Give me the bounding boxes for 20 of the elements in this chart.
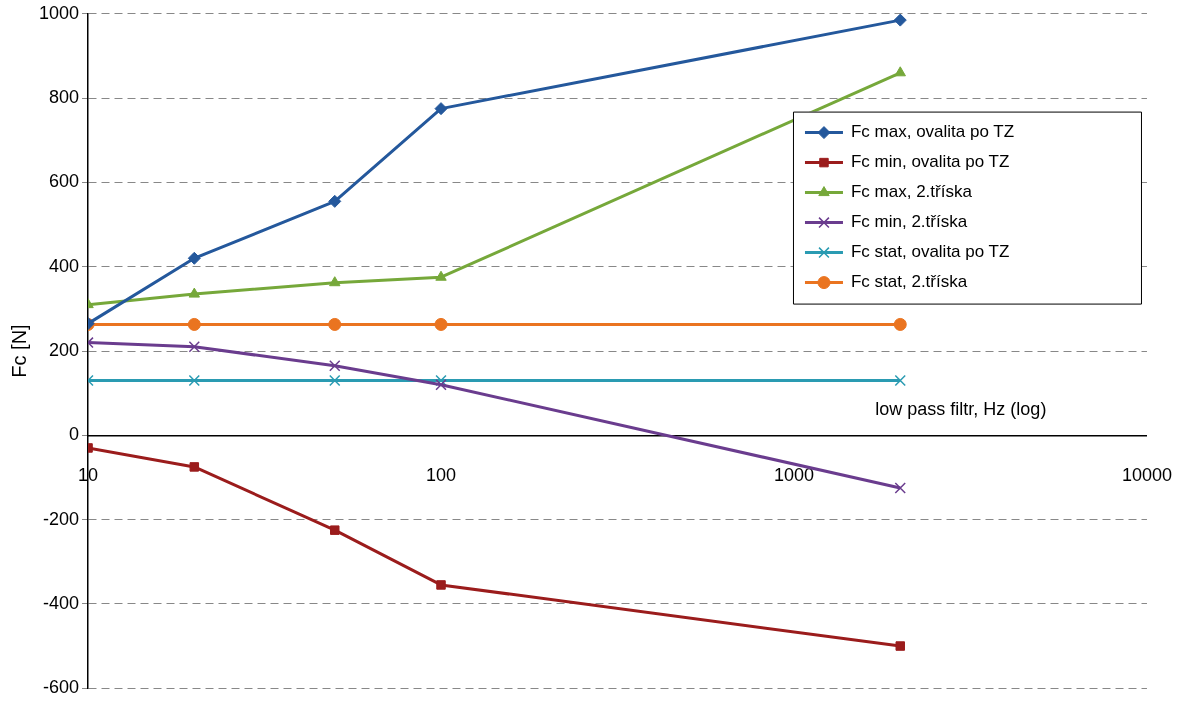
y-tick-label: 200 bbox=[49, 339, 80, 360]
x-axis-title: low pass filtr, Hz (log) bbox=[875, 399, 1047, 420]
y-tick-label: 800 bbox=[49, 87, 80, 108]
legend-label: Fc min, ovalita po TZ bbox=[850, 152, 1010, 172]
legend-label: Fc min, 2.tříska bbox=[850, 212, 968, 232]
y-tick-label: 400 bbox=[49, 255, 80, 276]
x-tick-label: 100 bbox=[426, 465, 457, 486]
y-tick-label: -400 bbox=[43, 592, 80, 613]
y-tick-label: -200 bbox=[43, 508, 80, 529]
legend-label: Fc stat, 2.tříska bbox=[850, 272, 968, 292]
y-tick-label: 0 bbox=[69, 424, 80, 445]
legend-label: Fc max, ovalita po TZ bbox=[850, 122, 1015, 142]
legend-label: Fc stat, ovalita po TZ bbox=[850, 242, 1010, 262]
x-tick-label: 1000 bbox=[773, 465, 815, 486]
y-tick-label: 1000 bbox=[39, 2, 80, 23]
x-tick-label: 10000 bbox=[1121, 465, 1172, 486]
legend-label: Fc max, 2.tříska bbox=[850, 182, 973, 202]
y-tick-label: -600 bbox=[43, 677, 80, 698]
y-axis-title: Fc [N] bbox=[7, 324, 30, 378]
y-tick-label: 600 bbox=[49, 171, 80, 192]
